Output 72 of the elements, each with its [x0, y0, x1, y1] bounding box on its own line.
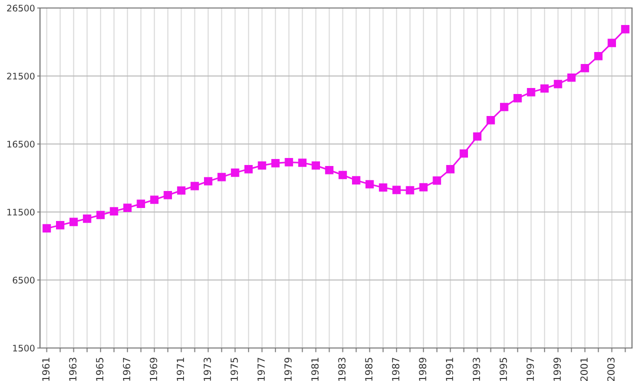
point	[392, 186, 401, 194]
point	[258, 161, 266, 170]
x-tick-label: 1971	[176, 358, 184, 381]
point	[594, 52, 603, 60]
point	[56, 221, 64, 230]
point	[42, 224, 51, 232]
y-tick-label: 11500	[7, 208, 35, 216]
point	[500, 102, 508, 112]
x-tick-label: 1977	[257, 358, 265, 381]
point	[325, 166, 334, 174]
x-tick-label: 1967	[122, 358, 130, 381]
point	[365, 180, 374, 188]
point	[473, 132, 482, 141]
point	[419, 183, 428, 192]
x-tick-label: 1981	[311, 358, 319, 381]
point	[526, 88, 536, 96]
point	[580, 64, 590, 72]
point	[230, 168, 240, 177]
x-tick-label: 1991	[446, 358, 454, 381]
point	[190, 182, 199, 190]
y-tick-label: 16500	[7, 140, 35, 148]
point	[608, 38, 616, 48]
x-tick-label: 2003	[607, 358, 615, 381]
point	[123, 204, 132, 212]
point	[432, 176, 442, 185]
point	[312, 161, 320, 170]
x-tick-label: 1973	[204, 358, 212, 381]
point	[271, 159, 280, 168]
point	[82, 214, 92, 223]
x-tick-label: 1989	[418, 358, 426, 381]
point	[164, 190, 172, 200]
x-tick-label: 1987	[392, 358, 400, 381]
point	[406, 186, 414, 194]
point	[298, 158, 307, 167]
x-tick-label: 1999	[553, 358, 561, 381]
x-tick-label: 1997	[526, 358, 534, 381]
y-tick-label: 21500	[7, 72, 35, 80]
point	[136, 200, 146, 208]
x-tick-label: 1965	[96, 358, 104, 381]
x-tick-label: 1969	[150, 358, 158, 381]
point	[244, 164, 253, 174]
x-tick-label: 1983	[338, 358, 346, 381]
point	[378, 183, 388, 192]
point	[446, 164, 455, 174]
x-tick-label: 1979	[284, 358, 292, 381]
point	[110, 207, 118, 216]
x-tick-label: 1963	[69, 358, 76, 381]
x-tick-label: 1995	[500, 358, 508, 381]
point	[540, 84, 549, 93]
y-tick-label: 1500	[13, 344, 35, 352]
point	[338, 170, 347, 180]
point	[486, 116, 495, 124]
x-tick-label: 1961	[42, 358, 50, 381]
point	[567, 73, 576, 82]
point	[150, 196, 159, 204]
point	[352, 176, 360, 184]
y-tick-label: 26500	[7, 4, 35, 12]
point	[204, 177, 212, 186]
x-tick-label: 1993	[472, 358, 480, 381]
point	[217, 172, 226, 182]
point	[554, 80, 562, 88]
x-tick-label: 1975	[230, 358, 238, 381]
point	[284, 158, 294, 166]
point	[513, 94, 522, 102]
y-tick-label: 6500	[12, 276, 35, 284]
x-tick-label: 2001	[580, 358, 588, 381]
point	[177, 186, 186, 195]
x-tick-label: 1985	[365, 358, 372, 381]
point	[96, 210, 105, 220]
point	[69, 218, 78, 226]
point	[460, 149, 468, 158]
point	[621, 25, 630, 34]
